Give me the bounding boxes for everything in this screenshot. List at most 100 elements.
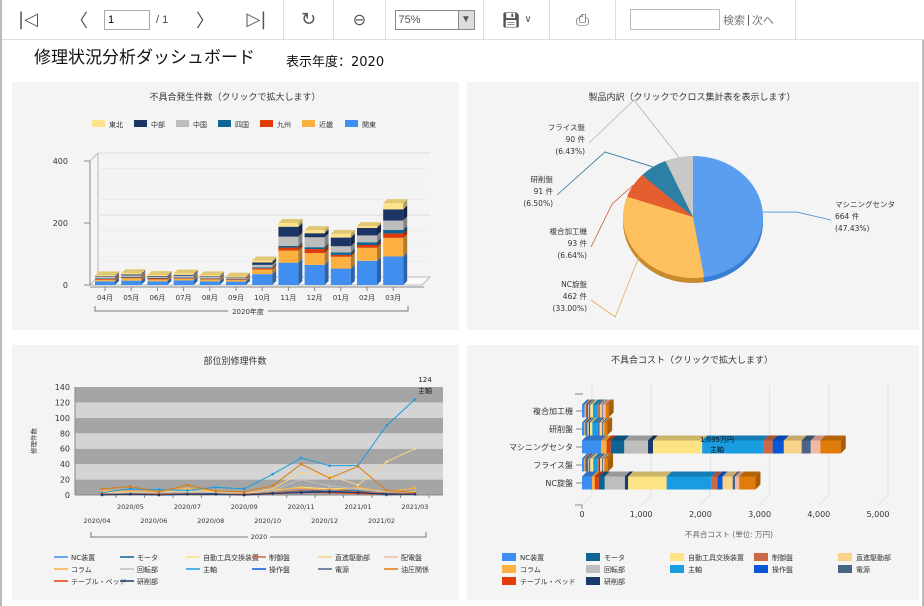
bar-segment[interactable] (585, 404, 587, 418)
bar-segment[interactable] (722, 476, 733, 490)
bar-segment[interactable] (763, 440, 773, 454)
bar-segment[interactable] (605, 404, 609, 418)
bar-segment[interactable] (601, 404, 603, 418)
category-label: 複合加工機 (533, 406, 573, 416)
bar-segment[interactable] (603, 458, 605, 472)
bar-segment[interactable] (732, 476, 736, 490)
bar-segment[interactable] (820, 440, 841, 454)
next-page-button[interactable]: 〉 (180, 0, 230, 40)
bar-segment[interactable] (610, 440, 625, 454)
bar-segment[interactable] (702, 440, 764, 454)
bar-segment (304, 247, 325, 250)
bar-segment[interactable] (592, 422, 598, 436)
bar-segment[interactable] (589, 404, 591, 418)
bar-segment[interactable] (582, 458, 585, 472)
print-button[interactable]: ⎙ (550, 0, 616, 40)
pie-slice[interactable] (665, 156, 693, 217)
bar-segment[interactable] (602, 458, 604, 472)
bar-segment[interactable] (600, 458, 603, 472)
page-number-input[interactable] (104, 9, 150, 30)
bar-segment[interactable] (597, 422, 599, 436)
bar-segment[interactable] (584, 458, 586, 472)
bar-segment[interactable] (586, 404, 588, 418)
defect-cost-chart[interactable]: 不具合コスト（クリックで拡大します） 0 1,000 2,000 3,000 4,000 5… (467, 345, 919, 600)
bar-segment[interactable] (582, 476, 593, 490)
bar-segment[interactable] (582, 440, 602, 454)
bar-segment[interactable] (606, 440, 611, 454)
bar-segment[interactable] (585, 458, 587, 472)
search-button[interactable]: 検索 (723, 14, 745, 27)
bar-segment[interactable] (589, 458, 591, 472)
bar-segment[interactable] (590, 404, 593, 418)
bar-segment[interactable] (582, 422, 585, 436)
pie-slice[interactable] (627, 175, 693, 217)
refresh-button[interactable]: ↻ (284, 0, 334, 40)
bar-segment[interactable] (594, 476, 599, 490)
bar-segment[interactable] (735, 476, 740, 490)
bar-segment[interactable] (772, 440, 784, 454)
search-input[interactable] (630, 9, 720, 30)
search-next-button[interactable]: 次へ (751, 14, 774, 27)
bar-segment[interactable] (584, 422, 586, 436)
bar-segment[interactable] (711, 476, 718, 490)
bar-segment[interactable] (602, 404, 606, 418)
bar-segment[interactable] (597, 404, 599, 418)
bar-segment[interactable] (603, 422, 605, 436)
defect-count-chart[interactable]: 不具合発生件数（クリックで拡大します） 東北 中部 中国 四国 九州 近畿 関東 0 200 400… (12, 82, 459, 330)
bar-segment[interactable] (586, 422, 588, 436)
bar-segment[interactable] (587, 458, 590, 472)
x-tick-label: 2020/11 (288, 503, 315, 511)
pie-slice[interactable] (623, 196, 705, 278)
bar-segment[interactable] (598, 422, 600, 436)
bar-segment[interactable] (601, 440, 607, 454)
bar-segment[interactable] (624, 440, 649, 454)
pie-slice[interactable] (693, 156, 763, 278)
bar-segment[interactable] (598, 458, 601, 472)
bar-segment[interactable] (783, 440, 802, 454)
bar-segment[interactable] (604, 476, 625, 490)
bar-segment[interactable] (592, 476, 595, 490)
bar-segment[interactable] (582, 404, 585, 418)
printer-icon: ⎙ (576, 9, 589, 29)
last-page-button[interactable]: ▷| (230, 0, 284, 40)
bar-segment[interactable] (602, 422, 604, 436)
bar-segment (330, 254, 351, 257)
bar-segment[interactable] (587, 404, 590, 418)
first-page-button[interactable]: |◁ (2, 0, 54, 40)
zoom-select[interactable]: 75% ▼ (394, 9, 475, 30)
bar-segment[interactable] (593, 458, 598, 472)
bar-side (219, 274, 224, 280)
product-breakdown-chart-panel[interactable]: 製品内訳（クリックでクロス集計表を表示します） マシニングセンタ 664 件 (47.… (467, 82, 919, 330)
bar-segment[interactable] (590, 458, 594, 472)
bar-segment[interactable] (599, 404, 602, 418)
bar-segment[interactable] (653, 440, 703, 454)
bar-segment[interactable] (598, 476, 605, 490)
back-button[interactable]: ⊖ (334, 0, 386, 40)
bar-segment[interactable] (648, 440, 654, 454)
bar-segment[interactable] (587, 422, 590, 436)
bar-segment[interactable] (597, 458, 599, 472)
bar-segment[interactable] (589, 422, 590, 436)
bar-segment[interactable] (584, 404, 586, 418)
bar-segment[interactable] (666, 476, 712, 490)
bar-segment[interactable] (628, 476, 667, 490)
bar-segment[interactable] (739, 476, 756, 490)
bar-segment[interactable] (598, 404, 600, 418)
bar-segment[interactable] (717, 476, 723, 490)
bar-segment[interactable] (624, 476, 629, 490)
bar-segment[interactable] (810, 440, 821, 454)
bar-segment[interactable] (604, 458, 609, 472)
bar-segment[interactable] (599, 422, 603, 436)
defect-count-chart-panel[interactable]: 不具合発生件数（クリックで拡大します） 東北 中部 中国 四国 九州 近畿 関東 0 200 400… (12, 82, 459, 330)
pie-slice[interactable] (642, 160, 693, 217)
prev-page-button[interactable]: 〈 (54, 0, 104, 40)
bar-segment[interactable] (592, 404, 598, 418)
bar-segment[interactable] (604, 422, 608, 436)
bar-segment[interactable] (586, 458, 588, 472)
product-breakdown-pie-chart[interactable]: 製品内訳（クリックでクロス集計表を表示します） マシニングセンタ 664 件 (47.… (467, 82, 919, 330)
save-button[interactable]: 💾︎ ∨ (484, 0, 550, 40)
defect-cost-chart-panel[interactable]: 不具合コスト（クリックで拡大します） 0 1,000 2,000 3,000 4,000 5… (467, 345, 919, 600)
bar-segment[interactable] (589, 422, 593, 436)
bar-segment[interactable] (585, 422, 587, 436)
bar-segment[interactable] (801, 440, 811, 454)
